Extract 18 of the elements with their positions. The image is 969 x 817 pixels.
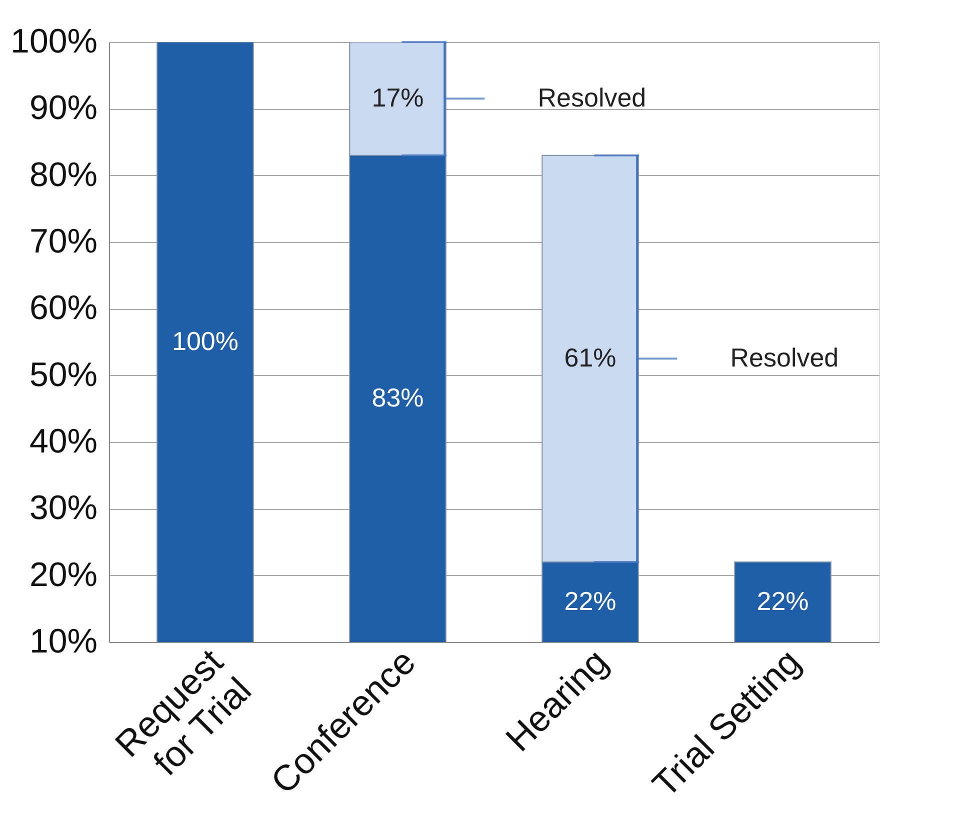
data-label: 100% bbox=[172, 326, 238, 356]
y-tick-label: 70% bbox=[29, 222, 98, 260]
y-tick-label: 100% bbox=[10, 22, 98, 60]
y-tick-label: 10% bbox=[29, 622, 98, 660]
data-label: 83% bbox=[372, 382, 424, 413]
data-label: 61% bbox=[564, 342, 616, 373]
data-label: 17% bbox=[372, 82, 424, 113]
y-tick-label: 50% bbox=[29, 356, 98, 394]
data-label: 22% bbox=[756, 586, 809, 616]
annotation: Resolved bbox=[730, 342, 839, 373]
y-tick-label: 80% bbox=[29, 156, 98, 194]
y-tick-label: 60% bbox=[29, 289, 98, 328]
data-label: 22% bbox=[564, 586, 616, 616]
y-tick-label: 20% bbox=[29, 556, 98, 594]
y-tick-label: 40% bbox=[29, 422, 98, 460]
y-tick-label: 30% bbox=[29, 489, 98, 528]
y-tick-label: 90% bbox=[29, 89, 98, 128]
annotation: Resolved bbox=[538, 82, 646, 113]
